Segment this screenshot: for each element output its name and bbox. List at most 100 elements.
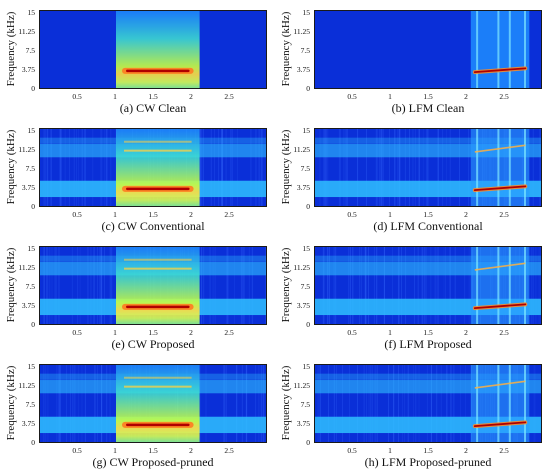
noise-streak xyxy=(449,247,451,324)
noise-streak xyxy=(236,365,238,442)
noise-streak xyxy=(84,365,86,442)
noise-streak xyxy=(327,129,329,206)
x-tick-label: 0.5 xyxy=(347,210,357,219)
noise-streak xyxy=(325,129,326,206)
noise-streak xyxy=(258,129,260,206)
noise-streak xyxy=(45,247,47,324)
noise-streak xyxy=(43,247,45,324)
spectrogram-panel: Frequency (kHz) 15 11.25 7.5 3.75 0 0.5 1 1.5 2 2.… xyxy=(0,120,275,238)
spectrogram-plot xyxy=(314,128,542,207)
noise-streak xyxy=(77,247,79,324)
noise-streak xyxy=(366,129,367,206)
noise-streak xyxy=(101,247,102,324)
x-tick-label: 2 xyxy=(464,328,468,337)
noise-streak xyxy=(84,365,86,442)
noise-streak xyxy=(212,247,214,324)
y-tick-label: 7.5 xyxy=(300,163,310,173)
noise-streak xyxy=(398,129,400,206)
lfm-signal-block xyxy=(470,247,530,324)
noise-streak xyxy=(97,365,98,442)
noise-streak xyxy=(398,365,399,442)
interference-band xyxy=(315,255,541,262)
noise-streak xyxy=(398,247,400,324)
noise-streak xyxy=(540,129,541,206)
noise-streak xyxy=(430,247,432,324)
lfm-stripe xyxy=(497,11,500,88)
noise-streak xyxy=(92,129,94,206)
y-axis-label: Frequency (kHz) xyxy=(5,365,17,441)
noise-streak xyxy=(99,247,101,324)
noise-streak xyxy=(255,365,257,442)
noise-streak xyxy=(320,365,321,442)
y-tick-label: 15 xyxy=(27,243,36,253)
lfm-stripe xyxy=(508,365,511,442)
noise-streak xyxy=(79,247,81,324)
cw-tone-line xyxy=(126,69,190,73)
noise-streak xyxy=(109,365,111,442)
noise-streak xyxy=(260,365,262,442)
noise-streak xyxy=(84,129,86,206)
noise-streak xyxy=(418,129,420,206)
x-tick-label: 1 xyxy=(388,210,392,219)
x-tick-label: 1 xyxy=(113,446,117,455)
x-tick-label: 0.5 xyxy=(347,92,357,101)
noise-streak xyxy=(392,247,393,324)
y-tick-label: 0 xyxy=(31,84,35,93)
noise-streak xyxy=(335,247,337,324)
noise-streak xyxy=(399,129,401,206)
noise-streak xyxy=(351,247,353,324)
noise-streak xyxy=(44,247,45,324)
cw-tone-line xyxy=(126,305,190,309)
noise-streak xyxy=(460,365,461,442)
noise-streak xyxy=(348,247,350,324)
noise-streak xyxy=(412,365,414,442)
noise-streak xyxy=(109,247,111,324)
noise-streak xyxy=(210,247,211,324)
spectrogram-image xyxy=(315,247,541,324)
spectrogram-panel: Frequency (kHz) 15 11.25 7.5 3.75 0 0.5 1 1.5 2 2.… xyxy=(275,120,550,238)
noise-streak xyxy=(452,365,454,442)
noise-streak xyxy=(54,247,56,324)
spectrogram-panel: Frequency (kHz) 15 11.25 7.5 3.75 0 0.5 1 1.5 2 2.… xyxy=(0,2,275,120)
noise-streak xyxy=(250,129,252,206)
spectrogram-plot xyxy=(39,10,267,89)
y-axis-label: Frequency (kHz) xyxy=(280,247,292,323)
x-tick-label: 1.5 xyxy=(423,446,433,455)
noise-streak xyxy=(59,365,61,442)
x-tick-label: 0.5 xyxy=(72,328,82,337)
panel-caption: (h) LFM Proposed-pruned xyxy=(364,455,492,469)
panel-caption: (e) CW Proposed xyxy=(111,337,195,351)
noise-streak xyxy=(383,247,385,324)
x-tick-label: 2.5 xyxy=(499,92,509,101)
panel-caption: (c) CW Conventional xyxy=(101,219,205,233)
y-axis-label: Frequency (kHz) xyxy=(5,129,17,205)
noise-streak xyxy=(223,365,225,442)
x-tick-label: 2 xyxy=(189,328,193,337)
noise-streak xyxy=(382,129,384,206)
noise-streak xyxy=(214,129,216,206)
noise-streak xyxy=(234,247,235,324)
noise-streak xyxy=(408,365,410,442)
y-tick-label: 7.5 xyxy=(300,281,310,291)
noise-streak xyxy=(46,129,48,206)
y-tick-label: 15 xyxy=(302,361,311,371)
y-tick-label: 3.75 xyxy=(21,182,35,192)
spectrogram-panel: Frequency (kHz) 15 11.25 7.5 3.75 0 0.5 1 1.5 2 2.… xyxy=(0,238,275,356)
y-tick-label: 11.25 xyxy=(293,262,310,272)
x-tick-label: 2.5 xyxy=(499,210,509,219)
noise-streak xyxy=(236,365,237,442)
noise-streak xyxy=(261,129,263,206)
harmonic-line xyxy=(124,267,192,270)
x-tick-label: 2 xyxy=(464,210,468,219)
interference-band xyxy=(315,137,541,144)
noise-streak xyxy=(262,365,264,442)
spectrogram-image xyxy=(315,129,541,206)
spectrogram-image xyxy=(40,129,266,206)
spectrogram-plot xyxy=(314,364,542,443)
noise-streak xyxy=(373,247,375,324)
x-tick-label: 0.5 xyxy=(347,446,357,455)
noise-streak xyxy=(84,129,86,206)
noise-streak xyxy=(336,365,338,442)
noise-streak xyxy=(93,247,95,324)
x-tick-label: 1 xyxy=(113,328,117,337)
